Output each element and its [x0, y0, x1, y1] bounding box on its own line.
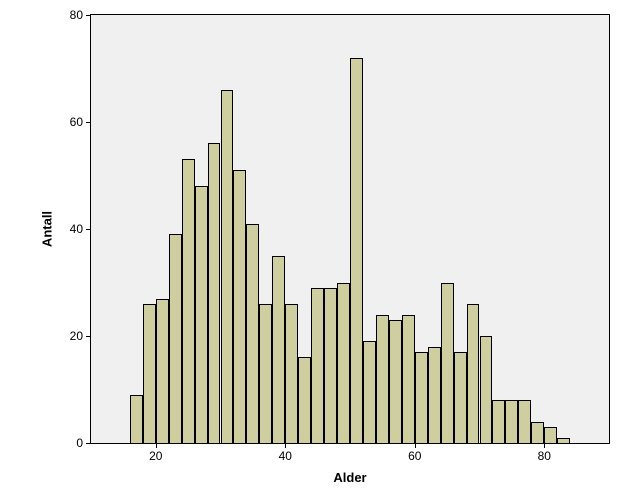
histogram-bar — [557, 438, 570, 443]
y-tick — [86, 15, 91, 16]
y-tick-label: 80 — [70, 8, 83, 22]
y-tick-label: 40 — [70, 222, 83, 236]
y-axis-title: Antall — [40, 211, 55, 247]
histogram-bar — [544, 427, 557, 443]
histogram-bar — [492, 400, 505, 443]
histogram-bar — [402, 315, 415, 443]
histogram-bar — [130, 395, 143, 443]
histogram-bar — [415, 352, 428, 443]
histogram-bar — [182, 159, 195, 443]
histogram-bar — [350, 58, 363, 443]
histogram-bar — [272, 256, 285, 443]
x-tick — [544, 443, 545, 448]
histogram-bar — [221, 90, 234, 443]
histogram-bar — [143, 304, 156, 443]
histogram-bar — [389, 320, 402, 443]
histogram-bar — [285, 304, 298, 443]
histogram-bar — [363, 341, 376, 443]
x-tick — [415, 443, 416, 448]
x-tick-label: 80 — [538, 449, 551, 463]
histogram-bar — [441, 283, 454, 444]
x-tick — [285, 443, 286, 448]
histogram-bar — [311, 288, 324, 443]
histogram-bar — [454, 352, 467, 443]
y-tick — [86, 122, 91, 123]
y-tick-label: 0 — [76, 436, 83, 450]
x-tick-label: 40 — [279, 449, 292, 463]
y-tick — [86, 336, 91, 337]
y-tick — [86, 229, 91, 230]
histogram-bar — [259, 304, 272, 443]
x-tick-label: 60 — [408, 449, 421, 463]
y-tick-label: 20 — [70, 329, 83, 343]
histogram-bar — [376, 315, 389, 443]
histogram-bar — [428, 347, 441, 443]
y-tick-label: 60 — [70, 115, 83, 129]
histogram-bar — [208, 143, 221, 443]
histogram-bar — [518, 400, 531, 443]
histogram-bar — [156, 299, 169, 443]
histogram-bar — [169, 234, 182, 443]
histogram-bar — [480, 336, 493, 443]
histogram-bar — [467, 304, 480, 443]
histogram-bar — [337, 283, 350, 444]
histogram-bar — [531, 422, 544, 443]
histogram-bar — [246, 224, 259, 443]
x-axis-title: Alder — [333, 470, 366, 485]
histogram-bar — [298, 357, 311, 443]
histogram-bar — [195, 186, 208, 443]
x-tick — [156, 443, 157, 448]
x-tick-label: 20 — [149, 449, 162, 463]
histogram-bar — [324, 288, 337, 443]
y-tick — [86, 443, 91, 444]
histogram-bar — [505, 400, 518, 443]
histogram-bar — [233, 170, 246, 443]
chart-container: Antall Alder 0 20 40 60 80 20 40 60 80 — [0, 0, 626, 501]
plot-area: Antall Alder 02040608020406080 — [90, 14, 610, 444]
